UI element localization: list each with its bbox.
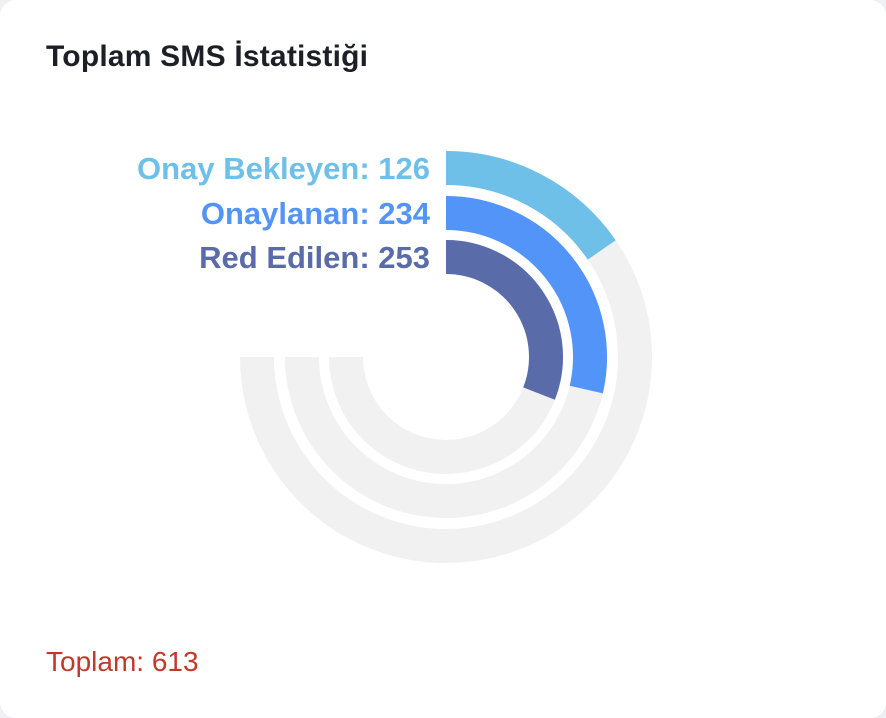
- series-label-3: Red Edilen: 253: [199, 240, 430, 275]
- card-title: Toplam SMS İstatistiği: [46, 40, 369, 73]
- radial-bar-3[interactable]: [445, 240, 563, 400]
- chart-labels: Onay Bekleyen: 126 Onaylanan: 234 Red Edil…: [137, 151, 431, 275]
- chart-bars: [445, 151, 616, 400]
- series-label-1: Onay Bekleyen: 126: [137, 151, 430, 186]
- radial-bar-2[interactable]: [445, 196, 607, 394]
- radial-bar-1[interactable]: [445, 151, 616, 260]
- total-count: Toplam: 613: [46, 646, 199, 677]
- series-label-2: Onaylanan: 234: [201, 196, 431, 231]
